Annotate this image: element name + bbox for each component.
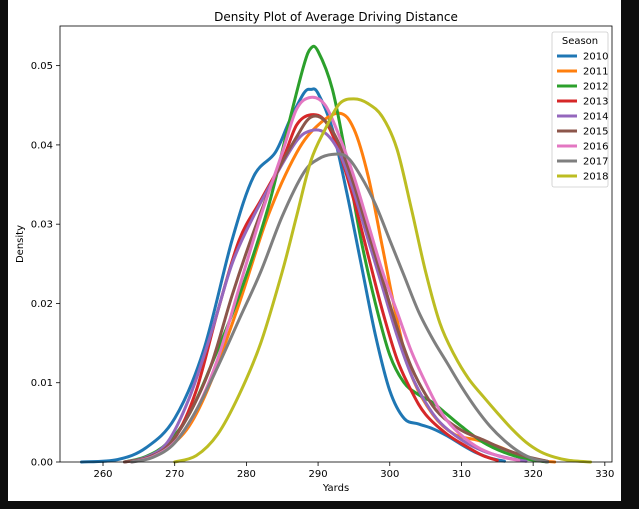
legend: Season 201020112012201320142015201620172… <box>551 31 608 188</box>
x-tick-label: 310 <box>452 469 471 480</box>
legend-title: Season <box>562 36 598 47</box>
legend-label-2015: 2015 <box>583 127 608 138</box>
x-tick-label: 320 <box>524 469 543 480</box>
chart-title: Density Plot of Average Driving Distance <box>214 10 458 24</box>
x-tick-label: 260 <box>93 469 112 480</box>
y-tick-label: 0.01 <box>31 378 53 389</box>
y-tick-label: 0.00 <box>31 458 53 469</box>
legend-label-2010: 2010 <box>583 52 608 63</box>
legend-items: 2010 2011 2012 2013 2014 2015 2016 2017 2018 <box>557 52 608 183</box>
legend-label-2017: 2017 <box>583 157 608 168</box>
series-line-2014 <box>123 128 528 464</box>
x-tick-label: 300 <box>380 469 399 480</box>
density-curves <box>80 44 592 464</box>
x-tick-label: 280 <box>237 469 256 480</box>
y-tick-label: 0.02 <box>31 299 53 310</box>
x-axis-label: Yards <box>322 483 349 494</box>
series-line-2018 <box>173 97 592 464</box>
legend-label-2014: 2014 <box>583 112 608 123</box>
series-line-2015 <box>123 114 549 464</box>
legend-label-2012: 2012 <box>583 82 608 93</box>
legend-label-2016: 2016 <box>583 142 608 153</box>
x-tick-label: 330 <box>595 469 614 480</box>
legend-label-2011: 2011 <box>583 67 608 78</box>
y-axis-label: Density <box>15 225 26 263</box>
density-chart: Density Plot of Average Driving Distance… <box>15 10 614 494</box>
legend-label-2013: 2013 <box>583 97 608 108</box>
x-axis: 260 270 280 290 300 310 320 330 <box>93 462 614 480</box>
y-axis: 0.00 0.01 0.02 0.03 0.04 0.05 <box>31 61 60 469</box>
chart-figure: Density Plot of Average Driving Distance… <box>8 0 621 501</box>
y-tick-label: 0.05 <box>31 61 53 72</box>
legend-label-2018: 2018 <box>583 172 608 183</box>
x-tick-label: 290 <box>309 469 328 480</box>
series-line-2016 <box>130 95 521 464</box>
y-tick-label: 0.04 <box>31 140 53 151</box>
series-line-2017 <box>130 152 549 464</box>
x-tick-label: 270 <box>165 469 184 480</box>
y-tick-label: 0.03 <box>31 220 53 231</box>
plot-frame <box>59 25 613 463</box>
